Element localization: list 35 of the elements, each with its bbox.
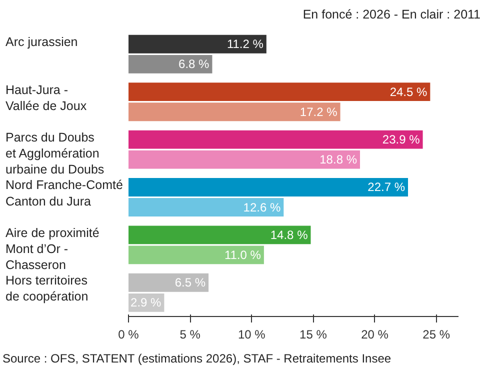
- data-label: 24.5 %: [390, 84, 428, 99]
- bar: [128, 178, 408, 196]
- x-tick-label: 10 %: [238, 328, 266, 342]
- y-tick-label: Nord Franche-Comté Canton du Jura: [6, 178, 123, 208]
- bar: [128, 130, 423, 149]
- y-tick-label: Aire de proximité Mont d’Or - Chasseron: [6, 226, 100, 272]
- data-label: 12.6 %: [243, 200, 281, 214]
- data-label: 14.8 %: [270, 228, 308, 242]
- data-label: 11.0 %: [224, 248, 262, 262]
- data-label: 6.5 %: [174, 276, 206, 290]
- bar: [128, 102, 340, 122]
- data-label: 18.8 %: [320, 152, 358, 167]
- y-tick-label: Arc jurassien: [6, 35, 78, 50]
- source-note: Source : OFS, STATENT (estimations 2026), STAF - Retraitements Insee: [2, 352, 392, 366]
- x-tick-label: 25 %: [422, 328, 450, 342]
- x-tick-label: 0 %: [118, 328, 140, 342]
- y-tick-label: Parcs du Doubs et Agglomération urbaine du Doubs: [6, 130, 104, 177]
- bar: [128, 150, 360, 169]
- bar: [128, 198, 284, 216]
- bar: [128, 34, 266, 54]
- bar: [128, 82, 430, 102]
- y-tick-label: Hors territoires de coopération: [6, 274, 88, 304]
- chart-title: En foncé : 2026 - En clair : 2011: [302, 8, 480, 22]
- data-label: 11.2 %: [226, 37, 264, 52]
- data-label: 17.2 %: [300, 104, 338, 119]
- x-tick-label: 15 %: [300, 328, 328, 342]
- y-tick-label: Haut-Jura - Vallée de Joux: [6, 82, 88, 113]
- x-tick-label: 5 %: [180, 328, 201, 342]
- bar: [128, 54, 212, 74]
- bar: [128, 246, 264, 264]
- x-tick-label: 20 %: [361, 328, 389, 342]
- data-label: 6.8 %: [178, 57, 210, 72]
- data-label: 22.7 %: [368, 180, 406, 194]
- data-label: 23.9 %: [382, 132, 420, 147]
- bar: [128, 226, 311, 244]
